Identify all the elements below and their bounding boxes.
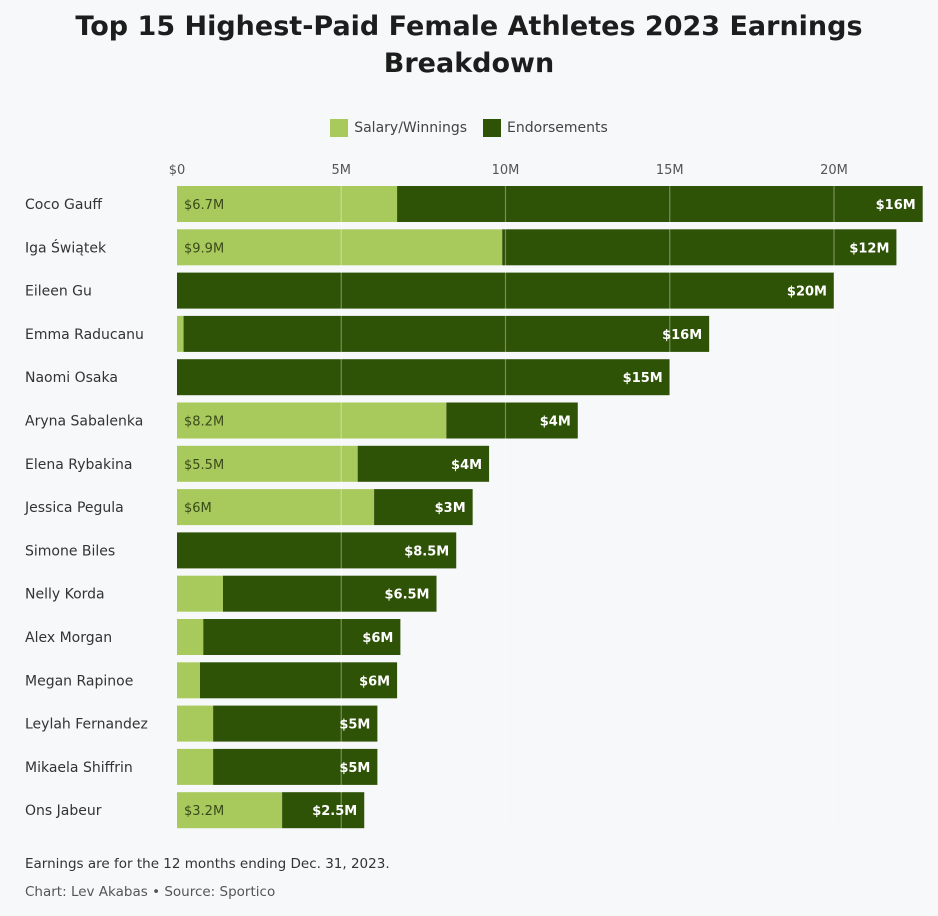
- bar-salary: [177, 315, 184, 352]
- legend-item-endorsements: Endorsements: [483, 119, 608, 137]
- legend: Salary/Winnings Endorsements: [0, 119, 938, 137]
- legend-label-endorsements: Endorsements: [507, 120, 608, 136]
- bar-endorsements: [357, 445, 490, 482]
- x-tick-label: 5M: [332, 163, 352, 178]
- bar-endorsements: [203, 619, 401, 655]
- endorsement-value-label: $16M: [876, 198, 916, 213]
- category-label: Alex Morgan: [25, 630, 112, 646]
- legend-label-salary: Salary/Winnings: [354, 120, 468, 136]
- category-label: Ons Jabeur: [25, 803, 102, 819]
- endorsement-value-label: $5M: [339, 718, 370, 733]
- category-label: Nelly Korda: [25, 587, 105, 603]
- salary-value-label: $9.9M: [184, 241, 224, 256]
- bar-endorsements: [213, 705, 378, 742]
- bar-endorsements: [177, 359, 670, 396]
- bar-salary: [177, 186, 398, 222]
- bar-salary: [177, 792, 283, 829]
- bar-endorsements: [183, 315, 710, 352]
- endorsement-value-label: $6M: [362, 631, 393, 646]
- endorsement-value-label: $6M: [359, 674, 390, 689]
- bar-salary: [177, 619, 204, 655]
- endorsement-value-label: $20M: [787, 285, 827, 300]
- endorsement-value-label: $2.5M: [312, 804, 357, 819]
- endorsement-value-label: $5M: [339, 761, 370, 776]
- legend-item-salary: Salary/Winnings: [330, 119, 467, 137]
- bar-salary: [177, 748, 214, 785]
- bar-salary: [177, 445, 358, 482]
- x-tick-label: $0: [169, 163, 186, 178]
- bar-endorsements: [446, 402, 578, 439]
- bar-endorsements: [502, 229, 897, 266]
- category-label: Naomi Osaka: [25, 370, 118, 386]
- bar-endorsements: [374, 489, 473, 526]
- credit: Chart: Lev Akabas • Source: Sportico: [25, 884, 276, 900]
- category-label: Emma Raducanu: [25, 327, 144, 343]
- legend-swatch-salary: [330, 119, 349, 137]
- x-tick-label: 10M: [492, 163, 520, 178]
- category-label: Eileen Gu: [25, 284, 92, 300]
- category-label: Elena Rybakina: [25, 457, 132, 473]
- endorsement-value-label: $15M: [623, 371, 663, 386]
- endorsement-value-label: $3M: [435, 501, 466, 516]
- x-tick-label: 15M: [656, 163, 684, 178]
- category-label: Megan Rapinoe: [25, 673, 133, 689]
- salary-value-label: $6.7M: [184, 198, 224, 213]
- bar-salary: [177, 402, 447, 439]
- bar-salary: [177, 229, 503, 266]
- bar-salary: [177, 705, 214, 742]
- endorsement-value-label: $4M: [540, 415, 571, 430]
- endorsement-value-label: $6.5M: [384, 588, 429, 603]
- endorsement-value-label: $8.5M: [404, 544, 449, 559]
- endorsement-value-label: $16M: [662, 328, 702, 343]
- category-label: Simone Biles: [25, 543, 115, 559]
- bar-endorsements: [222, 575, 437, 612]
- bar-endorsements: [199, 662, 398, 699]
- legend-swatch-endorsements: [483, 119, 502, 137]
- category-label: Iga Świątek: [25, 238, 107, 256]
- bar-endorsements: [397, 186, 923, 222]
- chart-title: Top 15 Highest-Paid Female Athletes 2023…: [75, 11, 863, 79]
- salary-value-label: $5.5M: [184, 458, 224, 473]
- chart-plot: $0 5M 10M 15M 20M Coco Gauff Iga Świątek Eileen…: [24, 163, 923, 831]
- category-label: Aryna Sabalenka: [25, 414, 143, 430]
- category-label: Mikaela Shiffrin: [25, 760, 133, 776]
- bar-endorsements: [177, 272, 834, 309]
- endorsement-value-label: $4M: [451, 458, 482, 473]
- salary-value-label: $6M: [184, 501, 212, 516]
- category-label: Leylah Fernandez: [25, 717, 148, 733]
- bar-salary: [177, 662, 200, 699]
- salary-value-label: $3.2M: [184, 804, 224, 819]
- bar-salary: [177, 575, 223, 612]
- bar-endorsements: [282, 792, 365, 829]
- bar-salary: [177, 489, 375, 526]
- salary-value-label: $8.2M: [184, 415, 224, 430]
- bar-endorsements: [177, 532, 457, 569]
- endorsement-value-label: $12M: [849, 241, 889, 256]
- category-label: Coco Gauff: [25, 197, 102, 213]
- footnote: Earnings are for the 12 months ending De…: [25, 856, 390, 872]
- bar-endorsements: [213, 748, 378, 785]
- category-label: Jessica Pegula: [24, 500, 124, 516]
- x-tick-label: 20M: [820, 163, 848, 178]
